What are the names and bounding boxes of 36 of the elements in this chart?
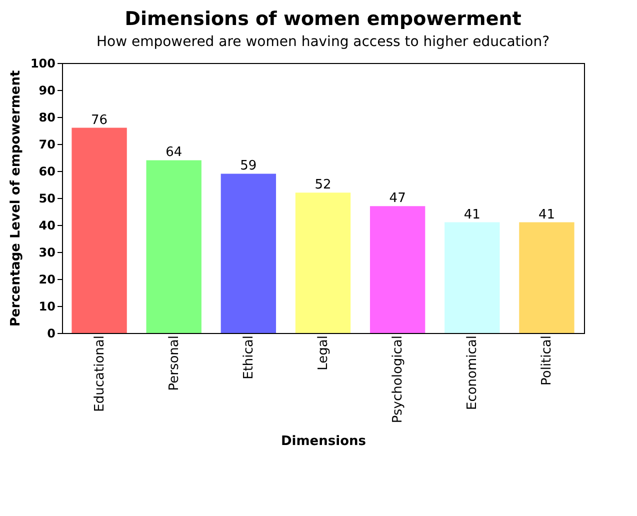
data-label: 52 bbox=[314, 178, 332, 193]
x-tick-label: Economical bbox=[465, 336, 480, 410]
bar bbox=[370, 206, 426, 333]
x-tick-label: Educational bbox=[92, 336, 108, 412]
bar bbox=[72, 128, 127, 333]
chart-subtitle: How empowered are women having access to higher education? bbox=[96, 34, 550, 50]
data-label: 64 bbox=[166, 145, 182, 160]
y-tick-label: 60 bbox=[38, 164, 56, 178]
data-label: 47 bbox=[389, 191, 406, 206]
y-tick-label: 100 bbox=[30, 56, 56, 70]
data-label: 41 bbox=[464, 207, 480, 222]
x-tick-label: Psychological bbox=[390, 336, 406, 424]
data-label: 41 bbox=[538, 207, 555, 222]
chart-title: Dimensions of women empowerment bbox=[124, 8, 522, 30]
y-tick-label: 20 bbox=[38, 272, 56, 286]
y-tick-label: 30 bbox=[38, 246, 56, 260]
bar bbox=[444, 222, 500, 333]
x-tick-label: Ethical bbox=[241, 336, 256, 380]
x-tick-label: Personal bbox=[166, 336, 182, 391]
x-axis-title: Dimensions bbox=[281, 434, 366, 450]
y-tick-label: 50 bbox=[38, 192, 56, 206]
bar bbox=[295, 192, 351, 333]
x-tick-label: Political bbox=[540, 336, 555, 386]
y-tick-label: 90 bbox=[38, 84, 56, 98]
bar bbox=[146, 160, 202, 333]
data-label: 76 bbox=[91, 112, 108, 128]
y-tick-label: 70 bbox=[38, 138, 56, 152]
y-tick-label: 10 bbox=[38, 300, 56, 314]
bar bbox=[220, 174, 276, 333]
y-axis-title: Percentage Level of empowerment bbox=[8, 70, 24, 327]
bar bbox=[519, 222, 574, 333]
x-tick-label: Legal bbox=[316, 336, 331, 370]
y-tick-label: 0 bbox=[47, 326, 56, 340]
data-label: 59 bbox=[240, 158, 257, 174]
y-tick-label: 80 bbox=[38, 110, 56, 124]
y-tick-label: 40 bbox=[38, 218, 56, 232]
